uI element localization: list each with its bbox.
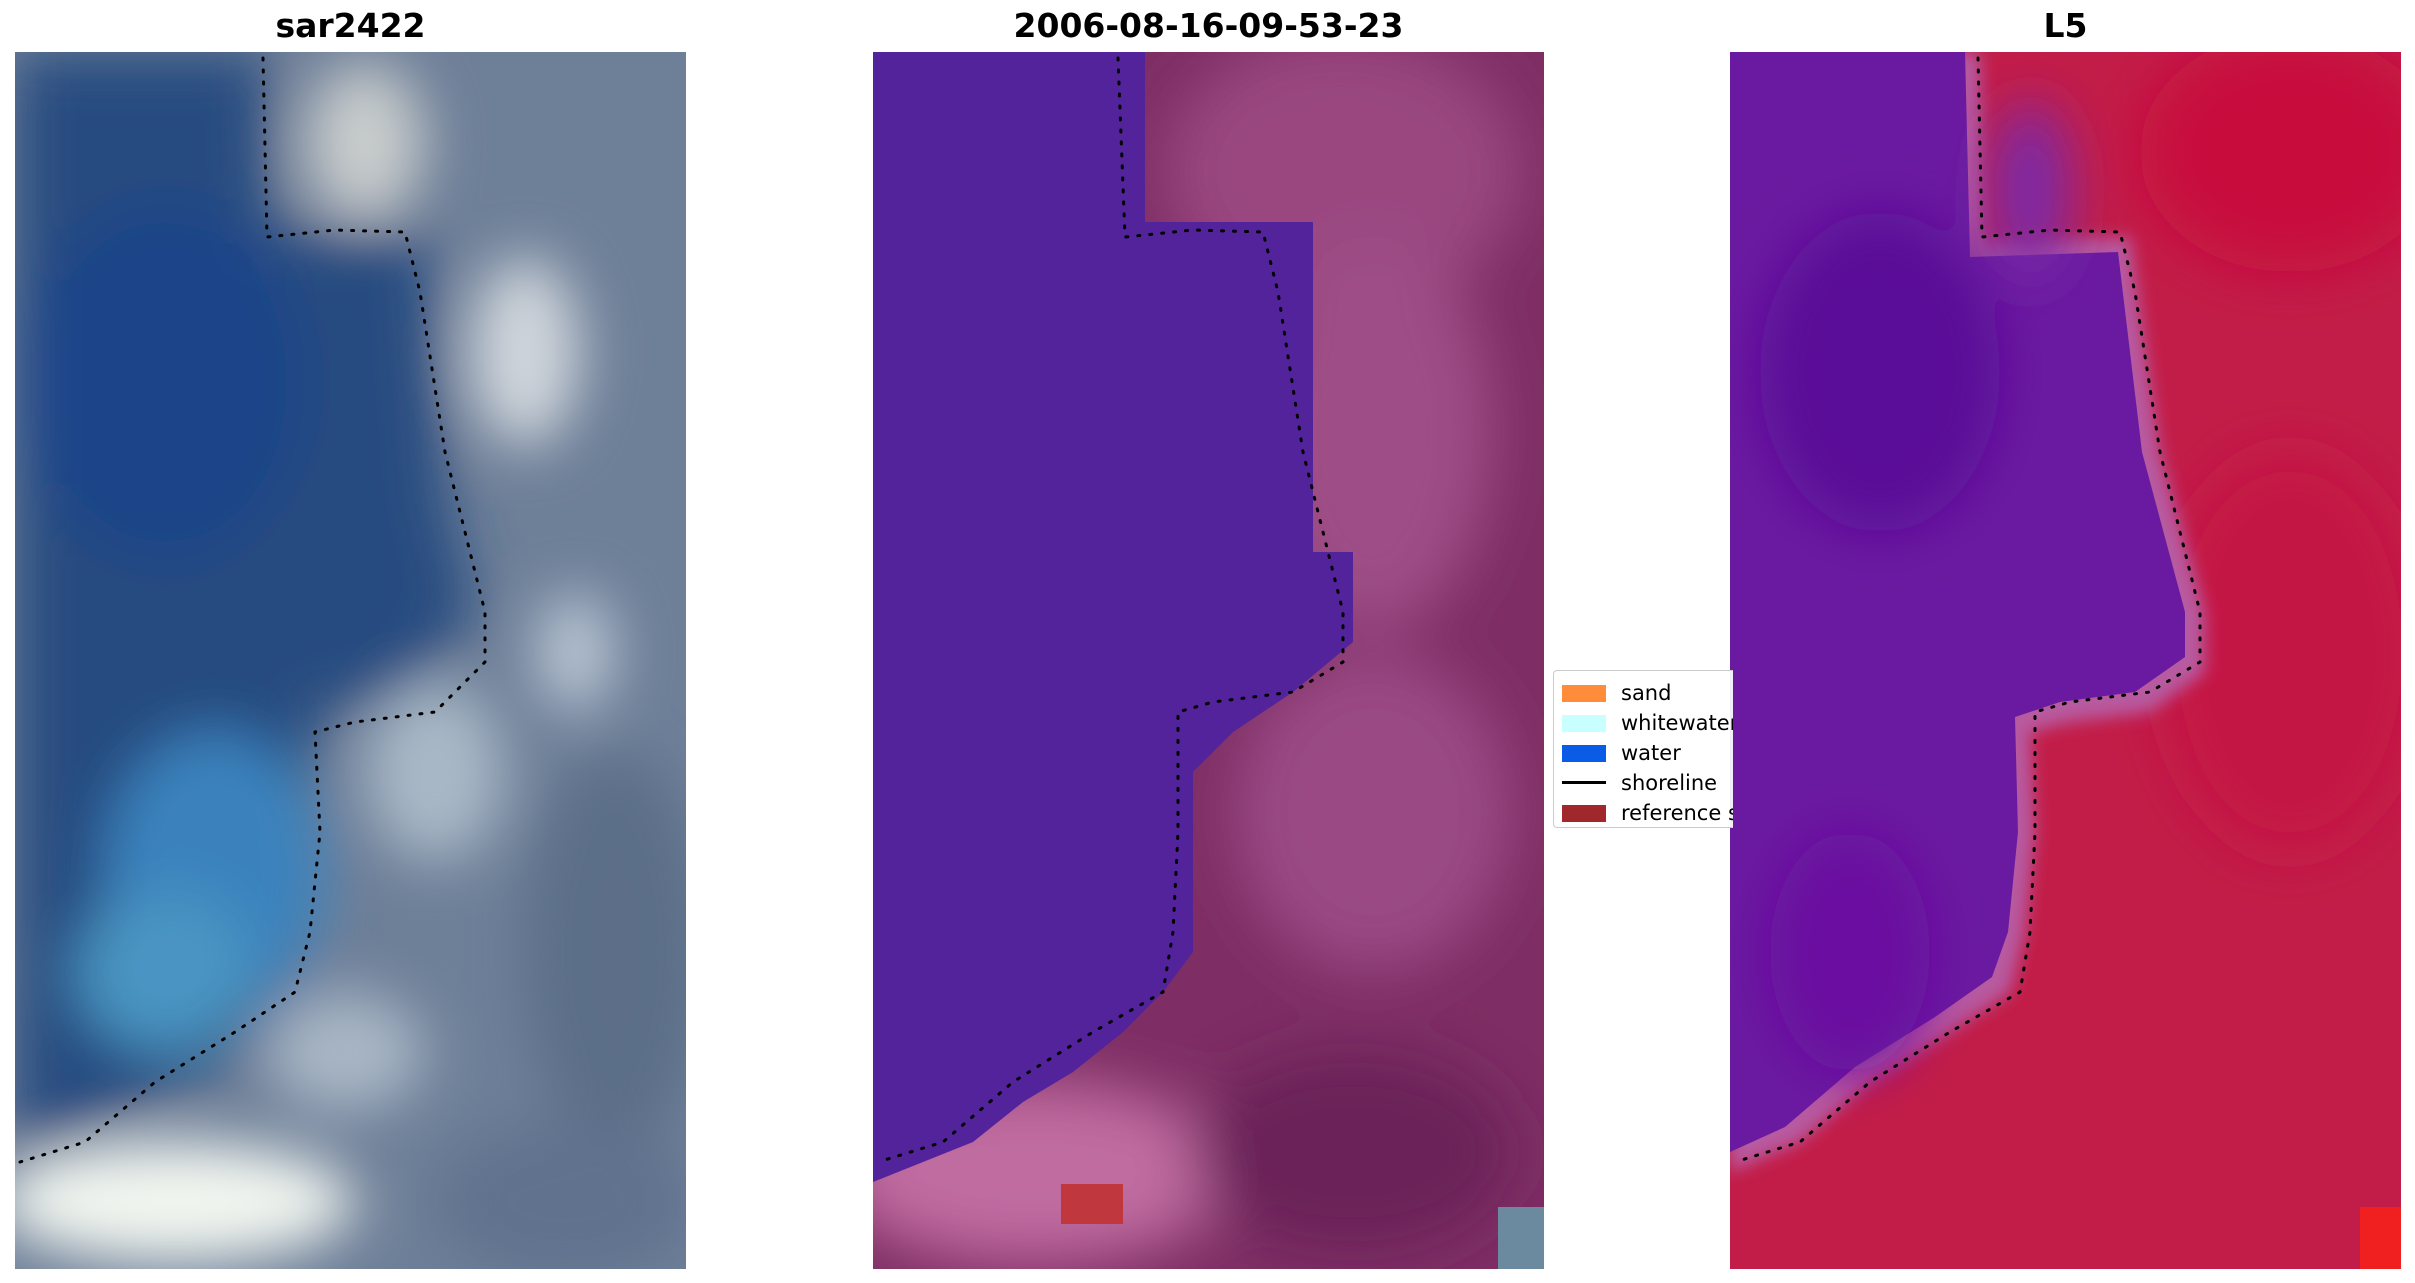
shoreline-line-swatch — [1562, 781, 1606, 784]
reference-shoreline-swatch — [1562, 804, 1606, 822]
l5-panel — [1730, 52, 2401, 1269]
legend-item-shoreline: shoreline — [1554, 769, 1733, 797]
classification-panel — [873, 52, 1544, 1269]
legend-label-whitewater: whitewater — [1621, 711, 1733, 735]
sar-image — [15, 52, 686, 1269]
whitewater-swatch — [1562, 714, 1606, 732]
classification-image — [873, 52, 1544, 1269]
legend-label-sand: sand — [1621, 681, 1672, 705]
legend-item-reference-shoreline: reference shoreline — [1554, 799, 1733, 827]
legend-label-reference-shoreline: reference shoreline — [1621, 801, 1733, 825]
legend-label-shoreline: shoreline — [1621, 771, 1718, 795]
legend: sand whitewater water shoreline referenc… — [1553, 670, 1733, 828]
panel-title-date: 2006-08-16-09-53-23 — [1013, 6, 1404, 45]
legend-item-whitewater: whitewater — [1554, 709, 1733, 737]
legend-label-water: water — [1621, 741, 1681, 765]
panel-title-sar: sar2422 — [275, 6, 426, 45]
legend-item-sand: sand — [1554, 679, 1733, 707]
l5-image — [1730, 52, 2401, 1269]
sar-image-panel — [15, 52, 686, 1269]
panel-title-l5: L5 — [2043, 6, 2088, 45]
sand-swatch — [1562, 684, 1606, 702]
water-swatch — [1562, 744, 1606, 762]
legend-item-water: water — [1554, 739, 1733, 767]
